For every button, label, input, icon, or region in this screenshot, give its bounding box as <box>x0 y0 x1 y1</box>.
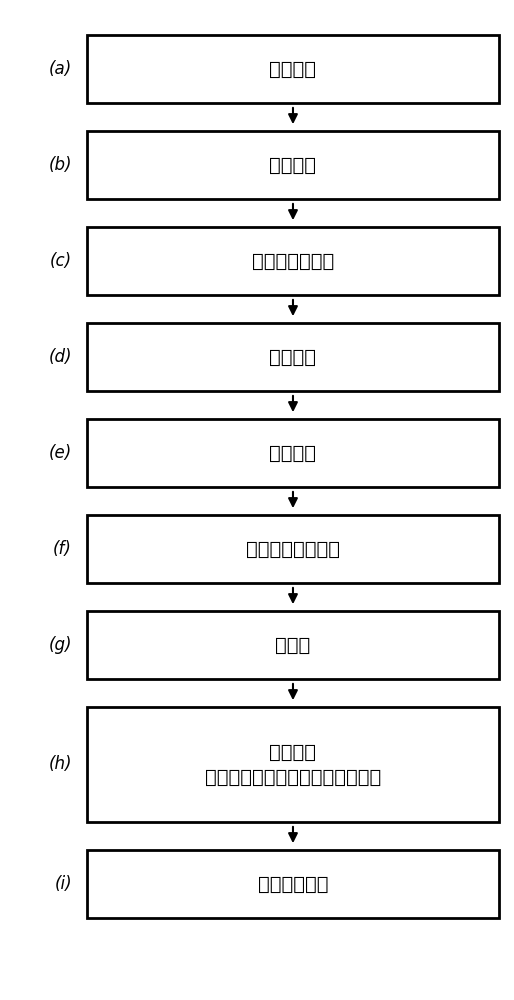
Text: 激光退火
（无序减少区域形成、硼活性化）: 激光退火 （无序减少区域形成、硼活性化） <box>205 742 381 786</box>
Text: 表面保护膜形成: 表面保护膜形成 <box>252 251 334 270</box>
Bar <box>87 850 499 918</box>
Text: (d): (d) <box>48 348 72 366</box>
Bar <box>87 323 499 391</box>
Text: 表面形成: 表面形成 <box>269 60 317 79</box>
Text: (a): (a) <box>49 60 72 78</box>
Bar <box>87 611 499 679</box>
Text: 质子注入: 质子注入 <box>269 443 317 462</box>
Text: (c): (c) <box>50 252 72 270</box>
Text: 背面电极形成: 背面电极形成 <box>258 874 328 893</box>
Bar <box>87 419 499 487</box>
Text: (i): (i) <box>54 875 72 893</box>
Bar <box>87 35 499 103</box>
Text: 表面电极: 表面电极 <box>269 155 317 174</box>
Text: 硼注入: 硼注入 <box>276 636 310 654</box>
Bar <box>87 131 499 199</box>
Text: 背面研磨: 背面研磨 <box>269 348 317 366</box>
Text: 炉退火（施主化）: 炉退火（施主化） <box>246 539 340 558</box>
Bar <box>87 707 499 822</box>
Text: (h): (h) <box>48 755 72 773</box>
Text: (b): (b) <box>48 156 72 174</box>
Bar <box>87 515 499 583</box>
Text: (g): (g) <box>48 636 72 654</box>
Text: (f): (f) <box>53 540 72 558</box>
Bar <box>87 227 499 295</box>
Text: (e): (e) <box>49 444 72 462</box>
